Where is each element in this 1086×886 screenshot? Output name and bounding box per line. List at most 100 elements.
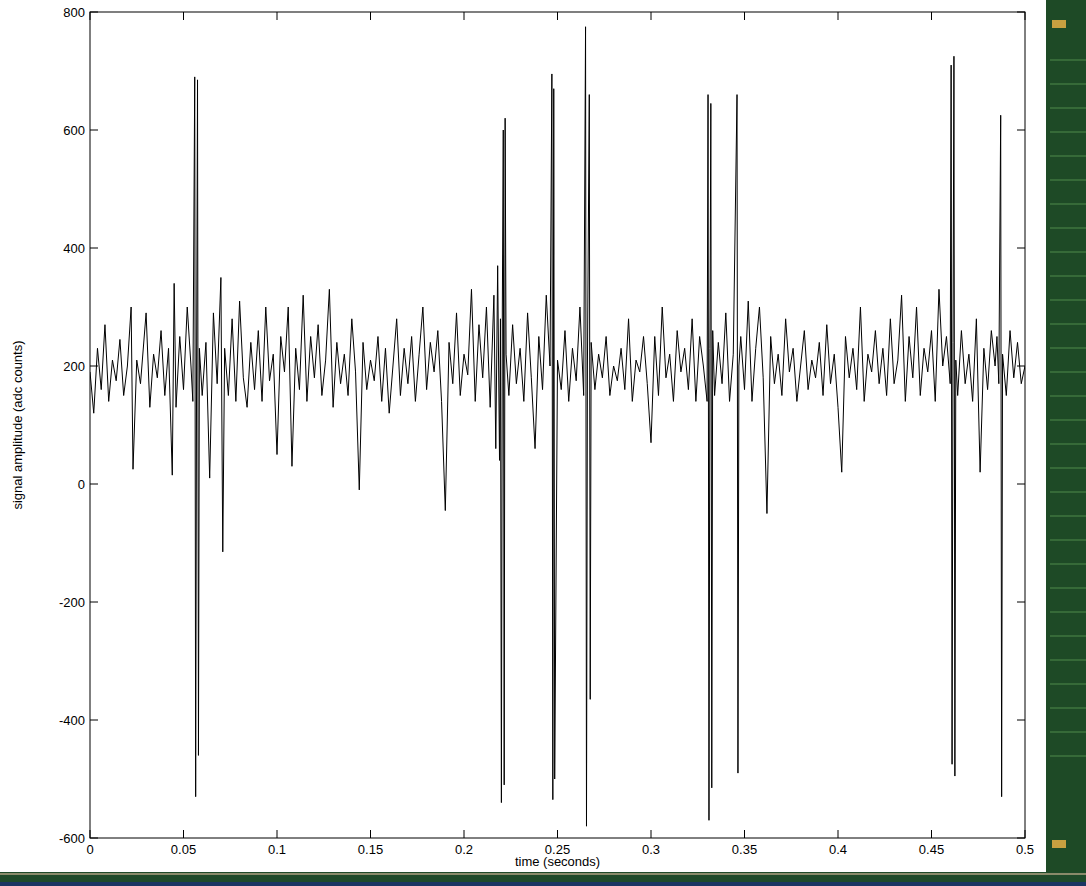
x-tick: [90, 830, 91, 838]
y-tick-label: 600: [63, 123, 85, 138]
pcb-trace: [1050, 636, 1086, 637]
y-tick-label: 800: [63, 5, 85, 20]
x-tick-label: 0.35: [732, 842, 757, 857]
y-tick-label: 400: [63, 241, 85, 256]
y-tick-label: 0: [78, 477, 85, 492]
pcb-trace: [1050, 708, 1086, 709]
pcb-edge: [0, 882, 1086, 886]
x-tick-label: 0.2: [455, 842, 473, 857]
pcb-trace: [1050, 468, 1086, 469]
x-tick-label: 0.5: [1016, 842, 1034, 857]
x-tick-top: [464, 12, 465, 20]
pcb-trace: [1050, 732, 1086, 733]
ticks: 00.050.10.150.20.250.30.350.40.450.5-600…: [59, 5, 1034, 858]
x-tick-top: [183, 12, 184, 20]
pcb-trace: [1050, 588, 1086, 589]
x-tick: [183, 830, 184, 838]
y-tick-right: [1017, 366, 1025, 367]
x-tick: [744, 830, 745, 838]
pcb-trace: [1050, 444, 1086, 445]
y-tick: [90, 602, 98, 603]
y-axis-title: signal amplitude (adc counts): [10, 340, 25, 509]
pcb-trace: [1050, 156, 1086, 157]
plot-area: [90, 27, 1025, 826]
y-tick-label: -200: [59, 595, 85, 610]
x-tick-label: 0.1: [268, 842, 286, 857]
y-tick-right: [1017, 484, 1025, 485]
x-tick: [651, 830, 652, 838]
y-tick: [90, 130, 98, 131]
pcb-pad: [1052, 840, 1066, 848]
pcb-pad: [1052, 20, 1066, 28]
pcb-trace: [1050, 228, 1086, 229]
pcb-trace: [1050, 324, 1086, 325]
y-tick-right: [1017, 248, 1025, 249]
pcb-bottom: [0, 872, 1086, 886]
pcb-trace: [1050, 300, 1086, 301]
pcb-trace: [1050, 612, 1086, 613]
pcb-trace: [1050, 420, 1086, 421]
x-tick-label: 0.45: [919, 842, 944, 857]
x-tick-label: 0.05: [171, 842, 196, 857]
x-tick-top: [838, 12, 839, 20]
y-tick-right: [1017, 720, 1025, 721]
pcb-trace: [1050, 204, 1086, 205]
pcb-trace: [1050, 684, 1086, 685]
pcb-right: [1046, 0, 1086, 886]
y-tick: [90, 838, 98, 839]
y-tick: [90, 720, 98, 721]
x-axis-title: time (seconds): [515, 854, 600, 869]
pcb-trace: [1050, 492, 1086, 493]
x-tick-top: [277, 12, 278, 20]
pcb-trace: [1050, 372, 1086, 373]
x-tick: [277, 830, 278, 838]
axes-frame: [90, 12, 1025, 838]
x-tick-top: [651, 12, 652, 20]
pcb-trace: [1050, 660, 1086, 661]
y-tick-label: -400: [59, 713, 85, 728]
pcb-trace: [1050, 348, 1086, 349]
x-tick-label: 0.4: [829, 842, 847, 857]
x-tick-top: [744, 12, 745, 20]
x-tick: [931, 830, 932, 838]
pcb-decoration: [0, 0, 1086, 886]
x-tick-top: [931, 12, 932, 20]
x-tick-top: [90, 12, 91, 20]
x-tick: [370, 830, 371, 838]
y-tick-right: [1017, 130, 1025, 131]
signal-line: [90, 27, 1025, 826]
pcb-trace: [1050, 540, 1086, 541]
chart: 00.050.10.150.20.250.30.350.40.450.5-600…: [0, 0, 1086, 886]
y-tick: [90, 12, 98, 13]
y-tick: [90, 366, 98, 367]
pcb-trace: [1050, 516, 1086, 517]
y-tick-right: [1017, 838, 1025, 839]
x-tick-top: [1025, 12, 1026, 20]
y-tick: [90, 484, 98, 485]
x-tick: [838, 830, 839, 838]
x-tick-label: 0: [86, 842, 93, 857]
x-tick-top: [370, 12, 371, 20]
pcb-trace: [1050, 84, 1086, 85]
y-tick-right: [1017, 12, 1025, 13]
pcb-trace: [1050, 60, 1086, 61]
y-tick-right: [1017, 602, 1025, 603]
pcb-trace: [0, 873, 1086, 875]
x-tick: [464, 830, 465, 838]
pcb-trace: [1050, 108, 1086, 109]
x-tick: [557, 830, 558, 838]
x-tick-label: 0.15: [358, 842, 383, 857]
pcb-trace: [1050, 396, 1086, 397]
background: [0, 0, 1086, 886]
x-tick-top: [557, 12, 558, 20]
pcb-trace: [1050, 252, 1086, 253]
y-tick-label: -600: [59, 831, 85, 846]
x-tick: [1025, 830, 1026, 838]
y-tick: [90, 248, 98, 249]
pcb-trace: [1050, 564, 1086, 565]
x-tick-label: 0.3: [642, 842, 660, 857]
pcb-trace: [1050, 132, 1086, 133]
pcb-trace: [1050, 180, 1086, 181]
pcb-trace: [1050, 756, 1086, 757]
y-tick-label: 200: [63, 359, 85, 374]
